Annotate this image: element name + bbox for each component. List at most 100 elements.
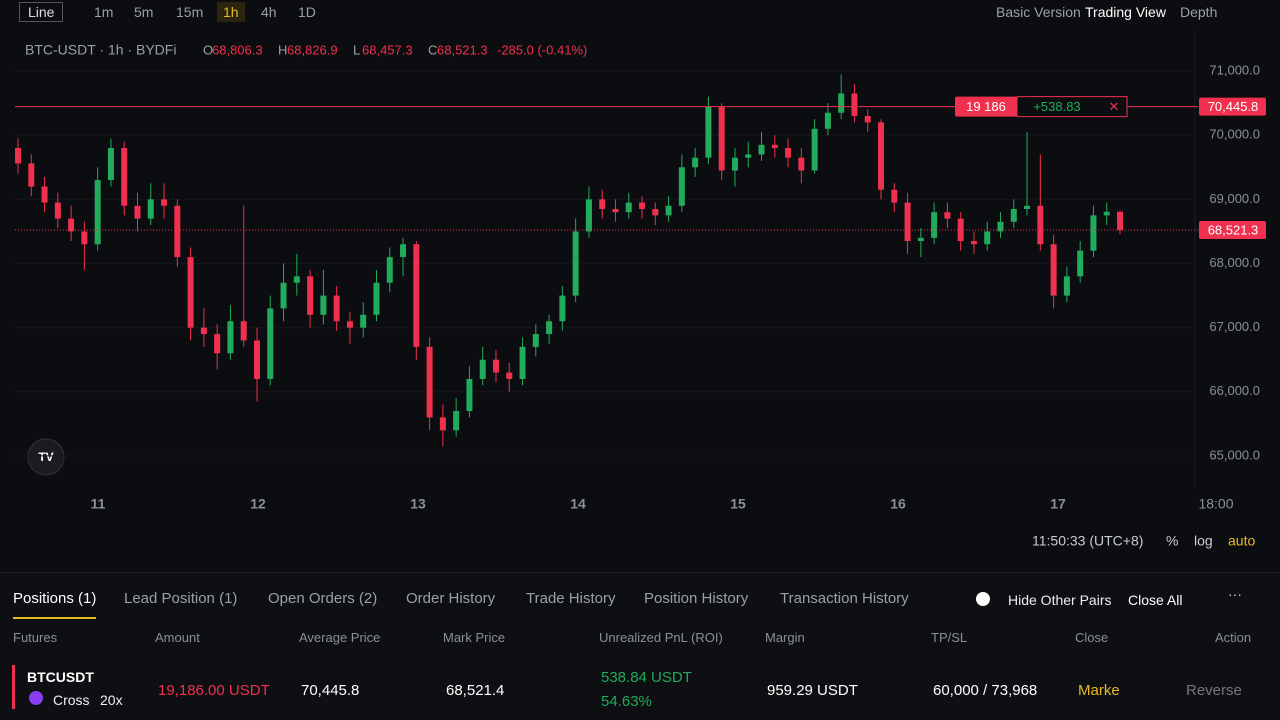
legend-key: C [428,42,437,57]
candle-body [1050,244,1057,296]
candle-body [174,205,181,258]
tab[interactable]: Trade History [526,590,616,607]
candle-body [293,276,300,283]
percent-toggle[interactable]: % [1166,533,1178,549]
candle-body [891,189,898,203]
candle-body [585,199,592,232]
candle-body [360,314,367,328]
candle-body [864,115,871,123]
candle-body [758,144,765,155]
candle-body [878,122,885,190]
candle-body [824,112,831,129]
candle-body [519,346,526,379]
candle-body [15,148,21,164]
candle-body [851,93,858,116]
amount: 19,186.00 USDT [158,682,270,699]
legend-value: 68,521.3 [437,42,488,57]
candle-body [400,244,407,258]
tab[interactable]: Positions (1) [13,590,97,619]
chart: BTC-USDT · 1h · BYDFi 11:50:33 (UTC+8) %… [15,30,1266,549]
more-button[interactable]: ··· [1228,586,1242,602]
candle-body [678,167,685,206]
positions-panel: Hide Other Pairs Close All ··· BTCUSDT C… [0,572,1280,720]
y-tick-label: 68,000.0 [1209,255,1260,270]
tab[interactable]: Lead Position (1) [124,590,238,607]
depth-button[interactable]: Depth [1180,4,1218,20]
candle-body [705,106,712,158]
view-button[interactable]: Basic Version [996,4,1081,20]
candle-body [745,154,752,158]
candle-body [1024,205,1031,209]
candle-body [134,205,141,219]
tpsl: 60,000 / 73,968 [933,682,1038,699]
candle-body [718,106,725,171]
symbol: BTCUSDT [27,669,94,685]
tab[interactable]: Order History [406,590,496,607]
candle-body [970,241,977,245]
column-header: Futures [13,630,58,645]
legend-key: O [203,42,213,57]
column-header: TP/SL [931,630,968,645]
tab[interactable]: Position History [644,590,749,607]
interval-button[interactable]: 1m [94,4,114,20]
tab[interactable]: Open Orders (2) [268,590,378,607]
x-tick-label: 11 [91,496,106,512]
candle-body [346,321,353,328]
position-close-x[interactable]: ✕ [1109,99,1120,114]
x-tick-label: 16 [890,496,906,512]
column-header: Amount [155,630,200,645]
x-tick-label: 15 [730,496,746,512]
candle-body [41,186,48,203]
log-toggle[interactable]: log [1194,533,1213,549]
interval-button[interactable]: 1D [298,4,316,20]
candle-body [214,334,221,354]
legend-change: -285.0 (-0.41%) [497,42,587,57]
close-all-button[interactable]: Close All [1128,592,1183,608]
candle-body [599,199,606,209]
side-indicator [12,665,15,709]
candle-body [94,180,101,245]
interval-button[interactable]: 1h [217,2,245,22]
candle-body [107,148,114,181]
candle-body [187,257,194,328]
tab[interactable]: Transaction History [780,590,909,607]
candle-body [466,378,473,412]
column-header: Close [1075,630,1109,645]
reverse-button[interactable]: Reverse [1186,682,1242,699]
position-price-label: 70,445.8 [1208,99,1259,114]
candle-body [559,295,566,322]
candle-body [54,202,61,219]
candle-body [612,208,619,213]
candle-body [639,202,646,209]
candle-body [68,218,75,232]
candle-body [147,199,154,219]
interval-button[interactable]: 5m [134,4,154,20]
position-size-tag [955,96,1017,117]
close-market[interactable]: Marke [1078,682,1120,699]
x-tick-label: 17 [1050,496,1066,512]
hide-pairs-toggle[interactable] [976,592,990,606]
x-tick-label: 13 [410,496,426,512]
auto-toggle[interactable]: auto [1228,533,1255,549]
y-tick-label: 71,000.0 [1209,63,1260,78]
candle-body [200,327,207,335]
mark-price: 68,521.4 [446,682,505,699]
candle-body [785,148,792,158]
candle-body [227,321,234,354]
y-tick-label: 69,000.0 [1209,191,1260,206]
candle-body [944,212,951,219]
interval-button[interactable]: 4h [261,4,277,20]
legend-key: H [278,42,287,57]
candle-body [121,148,128,206]
position-pnl-tag [1016,96,1128,118]
interval-button[interactable]: 15m [176,4,204,20]
candle-body [984,231,991,245]
candle-body [426,346,433,418]
chart-type-button[interactable]: Line [19,2,64,22]
candle-body [1117,211,1123,231]
candle-body [267,308,274,379]
view-button[interactable]: Trading View [1085,4,1166,20]
legend-key: L [353,42,360,57]
candle-body [453,411,460,431]
clock: 11:50:33 (UTC+8) [1032,533,1143,549]
